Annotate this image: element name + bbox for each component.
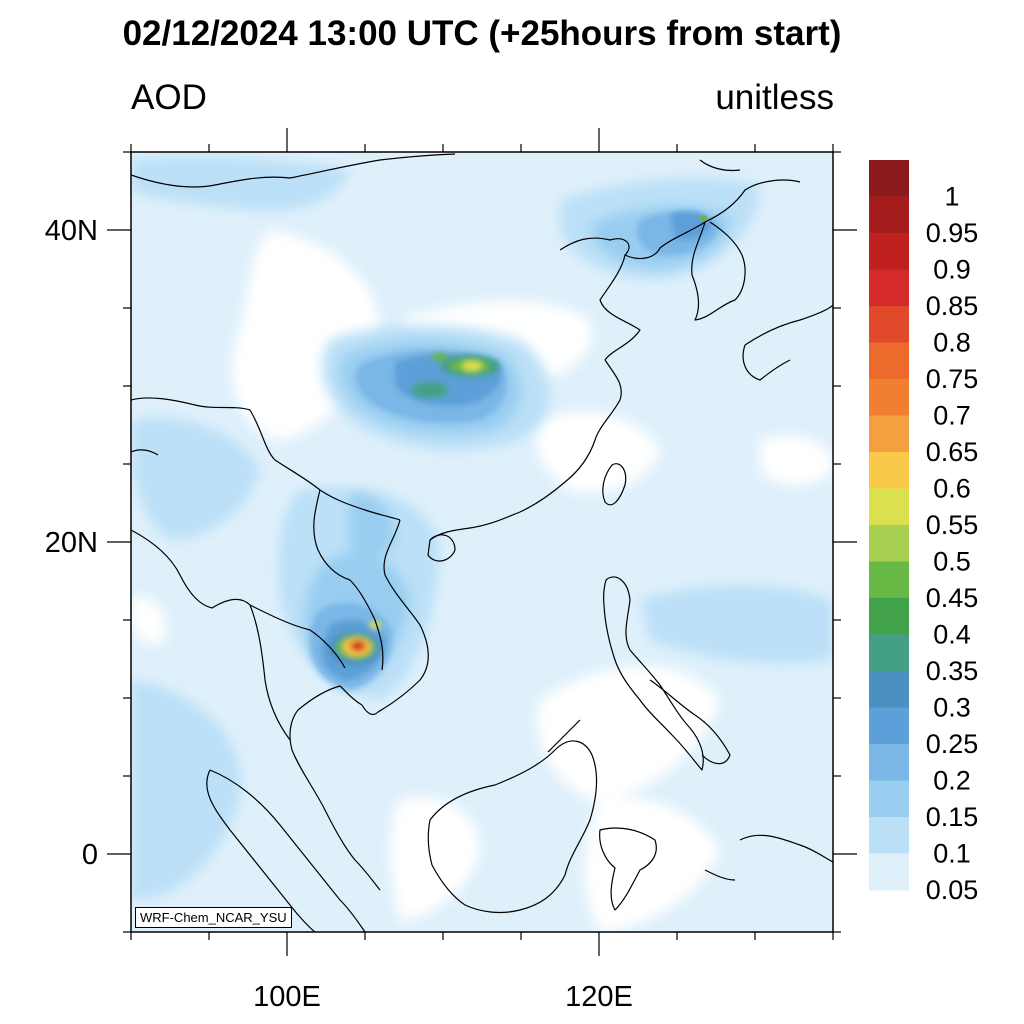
colorbar-swatch (869, 196, 909, 234)
colorbar-label: 0.7 (933, 401, 971, 431)
colorbar-label: 0.15 (926, 802, 979, 832)
colorbar-swatch (869, 233, 909, 270)
x-tick-label: 120E (565, 981, 633, 1013)
colorbar-label: 0.35 (926, 656, 979, 686)
axis-tick-labels: 100E 120E 40N 20N 0 (45, 215, 633, 1013)
colorbar-swatch (869, 671, 909, 708)
colorbar-label: 0.1 (933, 839, 971, 869)
colorbar-label: 0.65 (926, 437, 979, 467)
model-tag: WRF-Chem_NCAR_YSU (135, 907, 292, 928)
colorbar-label: 0.75 (926, 364, 979, 394)
colorbar-label: 0.3 (933, 693, 971, 723)
aod-field (131, 152, 833, 932)
colorbar-label: 0.4 (933, 620, 971, 650)
colorbar-label: 0.45 (926, 583, 979, 613)
colorbar (869, 160, 909, 891)
colorbar-label: 0.2 (933, 766, 971, 796)
colorbar-swatch (869, 342, 909, 380)
y-tick-label: 40N (45, 215, 98, 247)
central-china-plume (412, 353, 500, 398)
colorbar-label: 1 (944, 182, 959, 212)
colorbar-swatch (869, 817, 909, 854)
colorbar-swatch (869, 780, 909, 818)
colorbar-label: 0.8 (933, 328, 971, 358)
korea-hotspot (699, 215, 707, 221)
colorbar-swatch (869, 598, 909, 635)
variable-label: AOD (131, 78, 207, 117)
cambodia-plume (329, 621, 381, 665)
colorbar-swatch (869, 744, 909, 781)
units-label: unitless (715, 78, 834, 117)
colorbar-swatch (869, 561, 909, 599)
colorbar-swatch (869, 306, 909, 343)
map-title: 02/12/2024 13:00 UTC (+25hours from star… (122, 14, 842, 53)
colorbar-swatch (869, 634, 909, 672)
y-tick-label: 0 (82, 839, 98, 871)
haze-background (131, 152, 833, 932)
colorbar-label: 0.95 (926, 218, 979, 248)
colorbar-label: 0.9 (933, 255, 971, 285)
colorbar-swatch (869, 160, 909, 197)
colorbar-swatch (869, 269, 909, 307)
colorbar-label: 0.55 (926, 510, 979, 540)
colorbar-label: 0.85 (926, 291, 979, 321)
colorbar-swatch (869, 452, 909, 489)
y-tick-label: 20N (45, 527, 98, 559)
colorbar-swatch (869, 525, 909, 562)
colorbar-label: 0.05 (926, 875, 979, 905)
colorbar-label: 0.6 (933, 474, 971, 504)
colorbar-label: 0.5 (933, 547, 971, 577)
coastlines (131, 153, 833, 932)
colorbar-label: 0.25 (926, 729, 979, 759)
colorbar-swatch (869, 415, 909, 453)
x-tick-label: 100E (253, 981, 321, 1013)
colorbar-labels: 1 0.95 0.9 0.85 0.8 0.75 0.7 0.65 0.6 0.55 0.5 0.45… (926, 182, 979, 906)
colorbar-swatch (869, 853, 909, 891)
colorbar-swatch (869, 488, 909, 526)
axis-ticks (107, 128, 857, 956)
colorbar-swatch (869, 707, 909, 745)
colorbar-swatch (869, 379, 909, 416)
